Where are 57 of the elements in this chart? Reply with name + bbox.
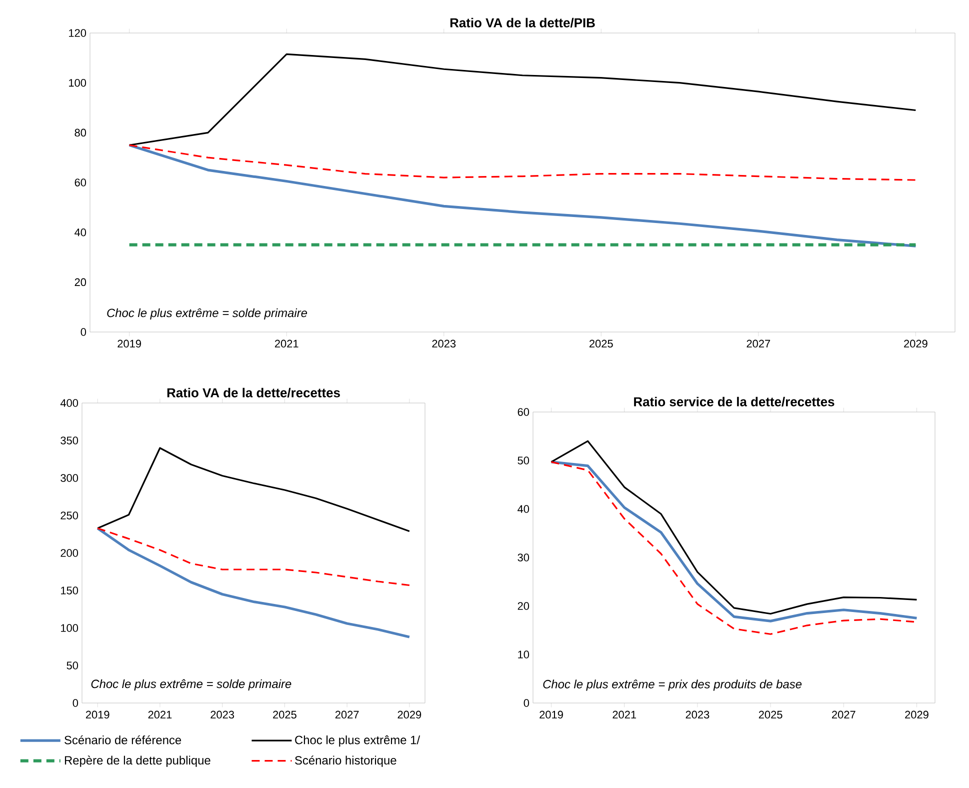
y-tick-label: 100 [61,624,78,632]
x-tick-label: 2025 [273,710,296,719]
x-tick-label: 2021 [148,710,172,719]
x-tick-label: 2027 [335,710,359,719]
y-tick-label: 40 [518,505,530,513]
line-series [128,144,917,248]
x-tick-label: 2023 [432,340,456,348]
y-tick-label: 250 [60,512,78,520]
legend-label: Scénario historique [295,756,396,767]
x-tick-label: 2023 [210,710,234,719]
x-tick-label: 2019 [118,340,141,348]
x-tick-label: 2029 [904,340,928,348]
y-tick-label: 400 [60,399,78,407]
y-tick-label: 50 [66,662,78,670]
chart-title: Ratio service de la dette/recettes [634,396,834,407]
y-tick-label: 100 [69,78,86,87]
annotation: Choc le plus extrême = solde primaire [107,308,308,320]
annotation: Choc le plus extrême = prix des produits de base [543,680,802,691]
y-tick-label: 60 [518,408,530,416]
y-tick-label: 20 [518,602,530,610]
y-tick-label: 20 [74,278,86,286]
y-tick-label: 50 [518,456,530,464]
x-tick-label: 2025 [590,340,613,348]
y-tick-label: 30 [518,554,530,562]
x-tick-label: 2029 [398,710,422,719]
y-tick-label: 0 [524,699,530,707]
x-tick-label: 2023 [686,710,710,719]
x-tick-label: 2029 [905,710,928,719]
x-tick-label: 2021 [612,710,636,719]
x-tick-label: 2027 [832,710,856,719]
y-tick-label: 0 [72,699,78,707]
line-series [96,526,411,638]
line-series [550,440,918,615]
y-tick-label: 150 [61,586,78,594]
y-tick-label: 350 [60,436,78,444]
y-tick-label: 40 [74,228,86,236]
chart-title: Ratio VA de la dette/PIB [450,18,595,28]
y-tick-label: 10 [518,650,530,658]
line-series [128,144,916,181]
line-series [128,53,916,146]
x-tick-label: 2027 [746,340,770,348]
annotation: Choc le plus extrême = solde primaire [91,679,292,690]
x-tick-label: 2019 [86,710,110,719]
line-series [96,447,410,532]
legend-label: Repère de la dette publique [64,756,210,767]
legend-label: Scénario de référence [64,735,182,744]
y-tick-label: 120 [69,29,86,37]
x-tick-label: 2021 [274,340,298,348]
x-tick-label: 2019 [540,710,563,719]
x-tick-label: 2025 [758,710,782,719]
y-tick-label: 200 [60,549,78,557]
y-tick-label: 80 [74,128,86,137]
y-tick-label: 60 [74,178,86,186]
y-tick-label: 300 [60,474,78,482]
y-tick-label: 0 [80,328,86,336]
chart-title: Ratio VA de la dette/recettes [167,388,340,398]
legend-label: Choc le plus extrême 1/ [295,735,420,747]
